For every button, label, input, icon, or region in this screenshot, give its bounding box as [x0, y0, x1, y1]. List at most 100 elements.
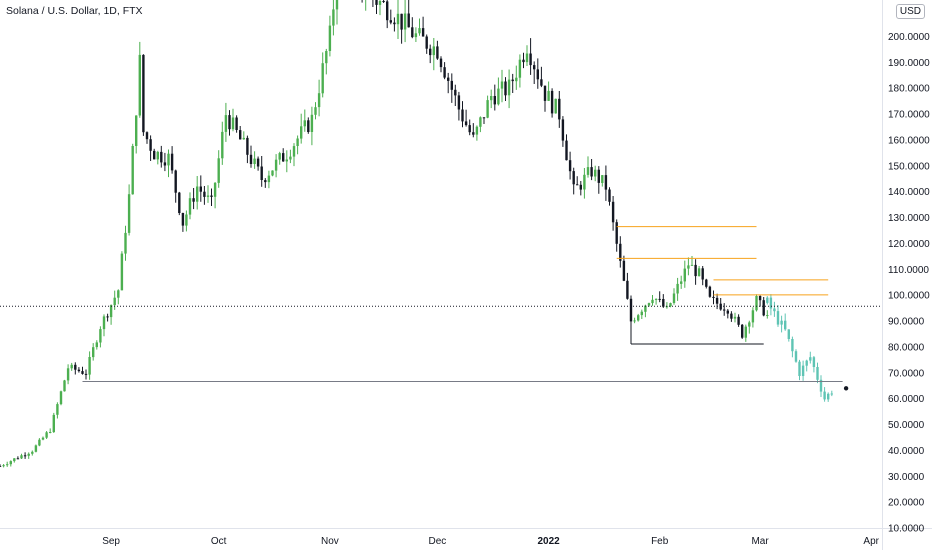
candle-body [490, 96, 493, 101]
projection-candle-body [830, 393, 833, 395]
candle-body [59, 391, 63, 405]
candle-body [637, 315, 640, 321]
candle-body [393, 22, 396, 25]
candle-body [694, 264, 697, 277]
candle-body [633, 320, 636, 322]
price-tick-label: 80.0000 [888, 342, 925, 353]
projection-candle-body [823, 391, 826, 400]
candle-body [672, 293, 676, 303]
candle-body [400, 13, 403, 30]
candle-body [386, 1, 389, 21]
candle-body [429, 48, 432, 56]
candle-body [285, 159, 288, 162]
candle-body [156, 151, 159, 160]
price-tick-label: 10.0000 [888, 524, 925, 535]
candle-body [436, 46, 439, 59]
candle-body [554, 98, 557, 114]
candle-body [579, 184, 582, 190]
candle-body [432, 46, 435, 56]
candle-body [644, 305, 647, 312]
currency-badge[interactable]: USD [895, 4, 925, 19]
candle-body [697, 268, 701, 277]
candle-body [199, 186, 202, 192]
time-tick-label: Feb [651, 536, 669, 547]
candle-body [256, 158, 260, 167]
candle-body [228, 115, 231, 130]
candle-body [464, 121, 468, 126]
candle-body [52, 414, 55, 432]
candle-body [515, 77, 518, 82]
candle-body [525, 53, 529, 63]
candle-body [550, 90, 554, 114]
candle-body [70, 364, 73, 369]
candle-body [2, 465, 5, 467]
candle-body [723, 309, 726, 311]
candle-body [66, 368, 70, 381]
candle-body [34, 445, 38, 452]
candle-body [56, 404, 59, 415]
projection-candle-body [816, 367, 819, 380]
candle-body [328, 25, 332, 51]
candle-body [120, 253, 124, 291]
candle-body [536, 69, 539, 80]
candle-body [472, 132, 475, 135]
candle-body [547, 90, 550, 101]
symbol-title[interactable]: Solana / U.S. Dollar, 1D, FTX [6, 5, 143, 17]
candle-body [310, 114, 314, 132]
candle-body [486, 100, 489, 118]
price-tick-label: 20.0000 [888, 498, 925, 509]
candle-body [658, 298, 661, 300]
candle-body [231, 117, 235, 130]
candle-body [504, 81, 507, 96]
candle-body [300, 126, 303, 139]
candle-body [127, 194, 131, 233]
candle-body [142, 54, 145, 133]
time-axis: Sep Oct Nov Dec 2022 Feb Mar Apr [102, 536, 879, 547]
candle-body [163, 162, 167, 166]
time-tick-label: Apr [863, 536, 879, 547]
candle-body [533, 65, 536, 70]
candle-body [113, 297, 116, 306]
price-tick-label: 200.0000 [888, 32, 930, 43]
candle-body [676, 283, 679, 294]
candle-body [278, 153, 281, 160]
candle-body [389, 20, 392, 23]
alert-marker-icon [843, 386, 849, 391]
candle-body [712, 296, 715, 298]
candle-body [669, 303, 672, 307]
candle-body [737, 316, 740, 325]
candle-body [174, 170, 177, 193]
candle-body [414, 33, 418, 38]
projection-candle-body [766, 297, 769, 303]
candle-body [224, 115, 228, 132]
candle-body [421, 28, 425, 37]
candle-body [640, 311, 643, 316]
price-tick-label: 180.0000 [888, 84, 930, 95]
candle-body [314, 107, 317, 115]
candle-body [253, 158, 256, 164]
candle-body [647, 303, 651, 306]
candle-body [20, 455, 23, 459]
candle-body [522, 59, 525, 63]
candle-body [63, 380, 66, 392]
candle-body [601, 175, 604, 183]
candle-body [317, 93, 321, 108]
candle-body [396, 13, 400, 25]
candle-body [210, 195, 213, 197]
candle-body [249, 154, 253, 164]
candle-body [407, 13, 410, 28]
candles-layer [0, 0, 833, 468]
candle-body [135, 115, 138, 146]
candle-body [185, 214, 188, 226]
candle-body [102, 316, 106, 330]
projection-candle-body [827, 393, 830, 400]
candle-body [153, 150, 156, 160]
candle-body [217, 158, 220, 183]
candle-body [715, 297, 719, 304]
candle-body [264, 180, 267, 183]
candle-body [88, 357, 91, 375]
candle-body [282, 153, 285, 162]
candle-body [321, 63, 324, 94]
